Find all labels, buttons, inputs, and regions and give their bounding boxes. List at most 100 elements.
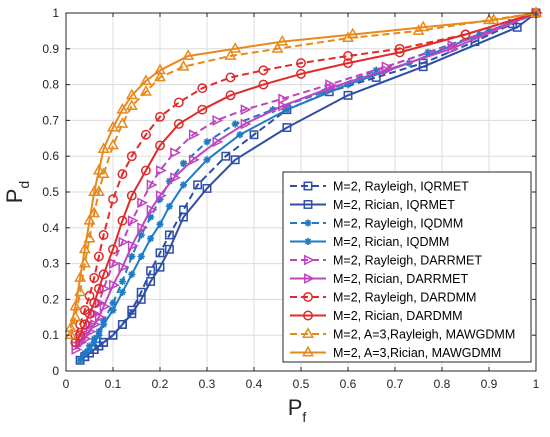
marker-triangle-right (118, 236, 130, 248)
legend-label: M=2, Rician, IQDMM (333, 235, 449, 249)
marker-triangle-right (447, 43, 459, 55)
y-tick-label: 0.3 (42, 257, 59, 271)
marker-triangle (116, 102, 129, 114)
marker-triangle (229, 42, 242, 53)
x-tick-label: 0.3 (199, 377, 216, 391)
x-tick-label: 0.4 (246, 377, 263, 391)
marker-triangle (182, 49, 195, 60)
marker-triangle-right (240, 104, 252, 116)
marker-asterisk (304, 237, 312, 246)
marker-asterisk (147, 213, 155, 221)
marker-triangle (64, 321, 77, 332)
marker-circle (197, 104, 208, 115)
marker-asterisk (76, 356, 84, 364)
legend-item: M=2, Rayleigh, DARDMM (290, 291, 476, 305)
y-tick-label: 0.7 (42, 113, 59, 127)
legend-item: M=2, Rayleigh, DARRMET (290, 254, 482, 268)
marker-triangle-right (304, 254, 315, 266)
y-tick-label: 0.5 (42, 185, 59, 199)
legend-item: M=2, Rician, IQRMET (290, 198, 455, 212)
x-axis-label-main: P (288, 395, 303, 420)
marker-asterisk (128, 252, 136, 261)
marker-asterisk (165, 202, 173, 210)
marker-triangle (302, 327, 314, 338)
legend-label: M=2, Rician, DARDMM (333, 309, 463, 323)
marker-triangle (271, 42, 284, 53)
marker-circle (173, 119, 184, 129)
x-tick-label: 0 (63, 377, 70, 391)
marker-circle (98, 269, 109, 280)
legend-item: M=2, Rayleigh, IQDMM (290, 217, 463, 231)
marker-square (117, 320, 127, 329)
legend-label: M=2, Rayleigh, DARDMM (333, 291, 476, 305)
legend-label: M=2, Rayleigh, IQRMET (333, 180, 469, 194)
marker-square (136, 294, 146, 304)
marker-square (193, 180, 203, 190)
x-tick-label: 0.9 (481, 377, 498, 391)
series-10 (64, 6, 542, 332)
marker-circle (155, 140, 165, 151)
marker-triangle-right (127, 215, 139, 227)
x-tick-label: 0.8 (434, 377, 451, 391)
marker-circle (126, 151, 137, 162)
marker-asterisk (203, 138, 211, 146)
marker-triangle-right (325, 82, 337, 94)
marker-triangle (346, 27, 359, 39)
marker-square (155, 248, 165, 258)
marker-triangle (154, 63, 166, 75)
marker-triangle-right (146, 179, 158, 191)
legend-label: M=2, Rayleigh, IQDMM (333, 217, 463, 231)
marker-asterisk (118, 277, 126, 286)
marker-triangle-right (137, 222, 149, 234)
marker-triangle (69, 299, 82, 311)
marker-asterisk (95, 331, 103, 339)
marker-square (127, 309, 137, 319)
legend-item: M=2, A=3,Rayleigh, MAWGDMM (290, 327, 515, 342)
marker-triangle (154, 70, 166, 82)
y-tick-label: 1 (52, 6, 59, 20)
marker-triangle-right (212, 136, 224, 148)
ticks: 0 0.1 0.2 0.3 0.4 0.5 0.6 0.7 0.8 0.9 1 0 0.1 0.2 0.3 0… (42, 6, 539, 391)
marker-circle (258, 79, 269, 90)
marker-triangle-right (278, 93, 290, 105)
series-line (74, 12, 537, 336)
legend-label: M=2, Rician, DARRMET (333, 272, 468, 286)
legend-item: M=2, Rician, DARRMET (290, 272, 468, 286)
marker-circle (93, 251, 104, 262)
marker-square (249, 130, 259, 140)
marker-triangle-right (94, 311, 106, 323)
marker-asterisk (283, 106, 291, 114)
marker-circle (225, 72, 236, 83)
legend: M=2, Rayleigh, IQRMET M=2, Rician, IQRMET… (282, 171, 532, 363)
marker-circle (173, 97, 184, 108)
y-tick-label: 0.6 (42, 149, 59, 163)
x-tick-label: 0.2 (152, 377, 169, 391)
marker-triangle-right (304, 273, 315, 284)
marker-triangle (116, 117, 129, 128)
marker-circle (84, 308, 95, 319)
marker-triangle (88, 206, 101, 218)
x-tick-label: 0.7 (387, 377, 404, 391)
marker-triangle-right (156, 190, 167, 201)
marker-square (146, 277, 156, 286)
marker-triangle-right (188, 129, 200, 141)
marker-asterisk (137, 252, 145, 261)
y-tick-label: 0.9 (42, 42, 59, 56)
marker-circle (197, 83, 208, 94)
marker-asterisk (179, 159, 188, 167)
legend-label: M=2, A=3,Rayleigh, MAWGDMM (333, 328, 515, 342)
marker-circle (225, 90, 236, 101)
marker-square (179, 212, 188, 222)
marker-circle (140, 129, 151, 140)
marker-square (202, 183, 212, 193)
series-line (74, 12, 537, 347)
marker-triangle (83, 213, 96, 225)
marker-circle (303, 310, 313, 321)
marker-asterisk (109, 299, 117, 307)
legend-label: M=2, Rician, IQRMET (333, 198, 455, 212)
marker-asterisk (344, 81, 352, 89)
marker-square (99, 337, 109, 347)
marker-triangle-right (212, 114, 224, 126)
y-axis-label-sub: d (16, 181, 32, 189)
marker-triangle-right (170, 172, 181, 184)
